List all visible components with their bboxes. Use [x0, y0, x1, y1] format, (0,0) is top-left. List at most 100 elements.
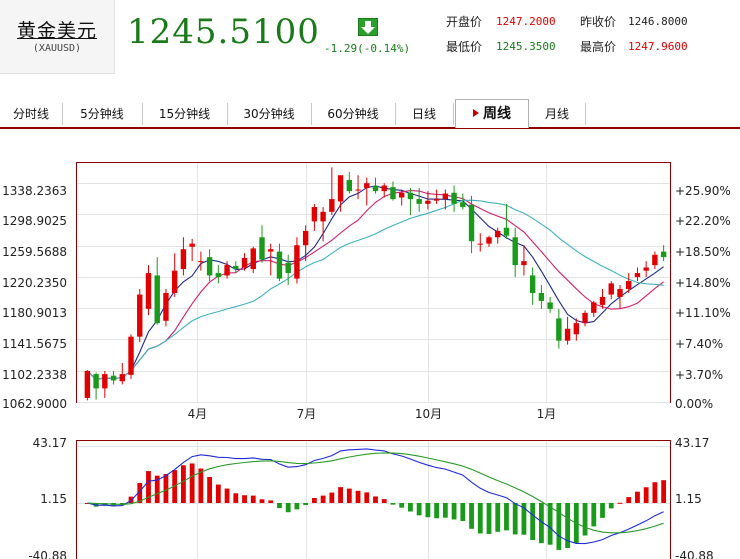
macd-panel: 43.17 1.15 -40.88 43.17 1.15 -40.88: [28, 436, 714, 559]
tab-weekly[interactable]: 周线: [455, 99, 529, 128]
tab-daily[interactable]: 日线: [395, 103, 454, 125]
candle-body: [154, 275, 160, 324]
macd-bar: [469, 503, 474, 529]
price-tick: 1062.9000: [2, 397, 67, 411]
macd-bar: [390, 503, 396, 505]
tab-5min[interactable]: 5分钟线: [62, 103, 143, 125]
macd-bar: [451, 503, 457, 520]
candle-body: [137, 294, 143, 337]
macd-bar: [442, 503, 448, 518]
tab-intraday[interactable]: 分时线: [0, 103, 63, 125]
macd-bar: [303, 503, 309, 506]
macd-bar: [399, 503, 405, 508]
macd-bar: [652, 482, 658, 503]
macd-bar: [346, 488, 352, 503]
macd-bar: [320, 495, 326, 503]
time-label: 1月: [537, 407, 557, 421]
percent-tick: 0.00%: [675, 397, 713, 411]
macd-lines: [87, 448, 664, 545]
candle-body: [529, 275, 536, 293]
candle-body: [634, 273, 641, 278]
time-label: 10月: [415, 407, 442, 421]
candle-body: [128, 336, 134, 375]
price-axis-left: 1338.2363 1298.9025 1259.5688 1220.2350 …: [2, 184, 67, 411]
prev-close-value: 1246.8000: [628, 15, 688, 28]
candle-body: [241, 257, 248, 268]
last-price: 1245.5100: [127, 12, 320, 52]
candle-body: [84, 370, 91, 398]
candle-body: [215, 273, 222, 278]
candle-body: [503, 227, 510, 236]
candle-body: [102, 374, 108, 389]
macd-bar: [181, 465, 186, 503]
candle-body: [643, 267, 649, 271]
price-tick: 1220.2350: [2, 276, 67, 290]
tab-monthly[interactable]: 月线: [529, 103, 586, 125]
macd-bar: [146, 471, 151, 503]
ma20-line: [87, 199, 664, 381]
low-label: 最低价: [446, 40, 483, 54]
price-grid: [77, 163, 670, 403]
price-change: -1.29(-0.14%): [324, 42, 411, 55]
macd-bar: [373, 496, 378, 503]
macd-bar: [565, 503, 570, 549]
macd-dif-line: [87, 448, 664, 545]
macd-bar: [608, 503, 614, 509]
candle-body: [346, 180, 353, 192]
macd-bar: [538, 503, 544, 544]
candle-body: [294, 245, 300, 279]
price-tick: 1102.2338: [2, 368, 67, 382]
tab-60min[interactable]: 60分钟线: [311, 103, 396, 125]
macd-bar: [477, 503, 483, 534]
macd-bar: [547, 503, 553, 545]
candle-body: [276, 251, 283, 279]
instrument-code: (XAUUSD): [32, 43, 82, 54]
candle-body: [564, 328, 571, 341]
candle-body: [233, 265, 239, 270]
candle-body: [573, 323, 580, 335]
candle-body: [189, 243, 195, 247]
candle-body: [495, 230, 501, 238]
macd-tick-top: 43.17: [33, 436, 67, 450]
macd-tick-bottom: -40.88: [28, 549, 67, 559]
candle-body: [110, 375, 117, 381]
price-panel: 1338.2363 1298.9025 1259.5688 1220.2350 …: [2, 162, 731, 421]
candle-body: [180, 249, 187, 270]
period-tabs: 分时线 5分钟线 15分钟线 30分钟线 60分钟线 日线 周线 月线: [0, 99, 740, 129]
tab-15min[interactable]: 15分钟线: [142, 103, 228, 125]
macd-bar: [102, 503, 108, 506]
open-value: 1247.2000: [496, 15, 556, 28]
macd-bar: [198, 468, 204, 503]
macd-bar: [408, 503, 413, 512]
macd-bar: [617, 502, 623, 504]
candle-body: [416, 199, 422, 204]
quote-header: 黄金美元 (XAUUSD) 1245.5100 -1.29(-0.14%) 开盘…: [0, 0, 740, 74]
candle-body: [302, 230, 309, 246]
candle-body: [407, 192, 414, 200]
macd-bar: [425, 503, 431, 518]
open-label: 开盘价: [446, 15, 483, 29]
high-label: 最高价: [580, 40, 617, 54]
macd-bar: [242, 495, 247, 503]
macd-bar: [207, 476, 213, 503]
macd-bar: [643, 487, 649, 503]
macd-bar: [224, 488, 230, 503]
percent-tick: +18.50%: [675, 245, 731, 259]
candle-body: [556, 318, 562, 341]
prev-close-label: 昨收价: [580, 15, 617, 29]
tab-30min[interactable]: 30分钟线: [227, 103, 312, 125]
candle-body: [608, 283, 614, 295]
candle-body: [171, 270, 178, 293]
instrument-name[interactable]: 黄金美元: [16, 20, 97, 42]
price-tick: 1180.9013: [2, 306, 67, 320]
candle-body: [268, 249, 274, 252]
macd-bar: [338, 487, 343, 503]
price-tick: 1141.5675: [2, 337, 67, 351]
macd-bar: [364, 492, 370, 503]
percent-tick: +7.40%: [675, 337, 723, 351]
candle-body: [547, 302, 553, 309]
macd-bar: [486, 503, 492, 534]
macd-dea-line: [87, 452, 664, 534]
macd-bar: [259, 499, 265, 503]
macd-bar: [163, 473, 169, 503]
